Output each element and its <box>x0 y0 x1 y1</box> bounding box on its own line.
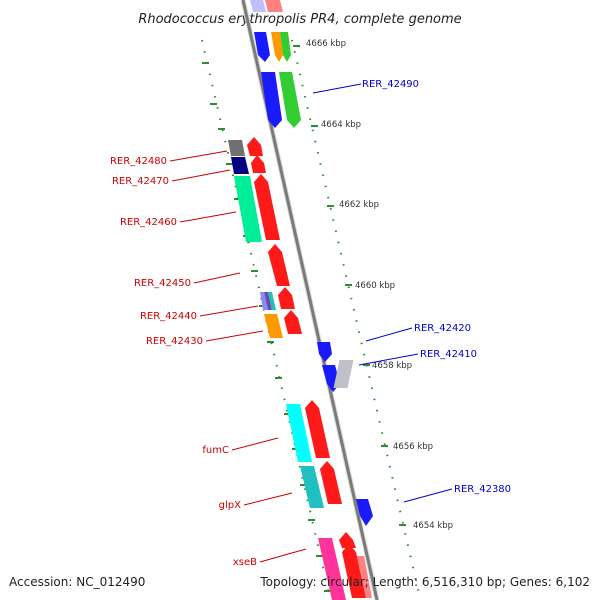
gene-feature[interactable] <box>231 157 249 174</box>
gene-feature[interactable] <box>247 137 263 156</box>
gene-feature[interactable] <box>284 310 302 334</box>
gene-feature[interactable] <box>260 292 268 310</box>
leader-line <box>179 211 237 223</box>
gene-feature[interactable] <box>342 544 366 598</box>
label-leaders <box>169 83 453 563</box>
gene-feature[interactable] <box>261 72 282 128</box>
kbp-label: 4656 kbp <box>393 442 433 452</box>
gene-feature[interactable] <box>286 404 312 462</box>
leader-line <box>193 272 241 284</box>
genome-summary-text: Topology: circular; Length: 6,516,310 bp… <box>259 575 590 589</box>
gene-feature[interactable] <box>250 0 266 12</box>
map-title: Rhodococcus erythropolis PR4, complete g… <box>138 12 461 27</box>
leader-line <box>205 330 264 342</box>
gene-feature[interactable] <box>271 32 283 62</box>
accession-text: Accession: NC_012490 <box>9 575 145 589</box>
leader-line <box>403 488 453 503</box>
gene-labels: RER_42490 RER_42480 RER_42470 RER_42460 … <box>110 79 511 568</box>
kbp-label: 4658 kbp <box>372 361 412 371</box>
gene-label[interactable]: glpX <box>219 500 241 511</box>
leader-line <box>312 83 362 94</box>
gene-feature[interactable] <box>300 466 324 508</box>
gene-feature[interactable] <box>264 314 283 338</box>
gene-label[interactable]: RER_42410 <box>420 349 477 360</box>
gene-feature[interactable] <box>251 155 266 173</box>
leader-line <box>231 437 279 451</box>
gene-feature[interactable] <box>356 499 373 526</box>
gene-feature[interactable] <box>268 292 276 310</box>
gene-feature[interactable] <box>339 532 356 548</box>
kbp-label: 4664 kbp <box>321 120 361 130</box>
gene-label[interactable]: fumC <box>202 445 229 456</box>
gene-feature[interactable] <box>279 72 301 128</box>
leader-line <box>199 305 259 317</box>
leader-line <box>169 150 228 162</box>
kbp-label: 4662 kbp <box>339 200 379 210</box>
gene-feature[interactable] <box>268 244 290 286</box>
leader-line <box>259 548 307 563</box>
gene-feature[interactable] <box>280 32 291 62</box>
gene-feature[interactable] <box>228 140 245 156</box>
gene-label[interactable]: RER_42380 <box>454 484 511 495</box>
kbp-labels: 4666 kbp 4664 kbp 4662 kbp 4660 kbp 4658… <box>306 39 453 531</box>
gene-feature[interactable] <box>317 342 332 362</box>
kbp-label: 4660 kbp <box>355 281 395 291</box>
gene-feature[interactable] <box>320 461 342 504</box>
gene-label[interactable]: RER_42470 <box>112 176 169 187</box>
leader-line <box>243 492 293 506</box>
gene-feature[interactable] <box>305 400 330 458</box>
gene-feature[interactable] <box>278 287 295 309</box>
gene-feature[interactable] <box>357 556 372 598</box>
kbp-label: 4654 kbp <box>413 521 453 531</box>
gene-label[interactable]: RER_42430 <box>146 336 203 347</box>
reverse-strand-features <box>228 137 372 600</box>
gene-feature[interactable] <box>318 538 346 600</box>
gene-feature[interactable] <box>234 176 262 242</box>
gene-label[interactable]: xseB <box>233 557 257 568</box>
leader-line <box>365 327 413 342</box>
major-ticks <box>202 45 406 592</box>
leader-line <box>358 353 419 366</box>
forward-strand-features <box>250 0 373 526</box>
gene-label[interactable]: RER_42450 <box>134 278 191 289</box>
gene-feature[interactable] <box>254 174 280 240</box>
kbp-label: 4666 kbp <box>306 39 346 49</box>
gene-label[interactable]: RER_42440 <box>140 311 197 322</box>
gene-feature[interactable] <box>265 0 283 12</box>
gene-feature[interactable] <box>333 360 354 388</box>
gene-label[interactable]: RER_42490 <box>362 79 419 90</box>
gene-label[interactable]: RER_42480 <box>110 156 167 167</box>
gene-label[interactable]: RER_42460 <box>120 217 177 228</box>
gene-label[interactable]: RER_42420 <box>414 323 471 334</box>
leader-line <box>171 169 231 182</box>
gene-feature[interactable] <box>254 32 270 62</box>
gene-feature[interactable] <box>264 292 272 310</box>
